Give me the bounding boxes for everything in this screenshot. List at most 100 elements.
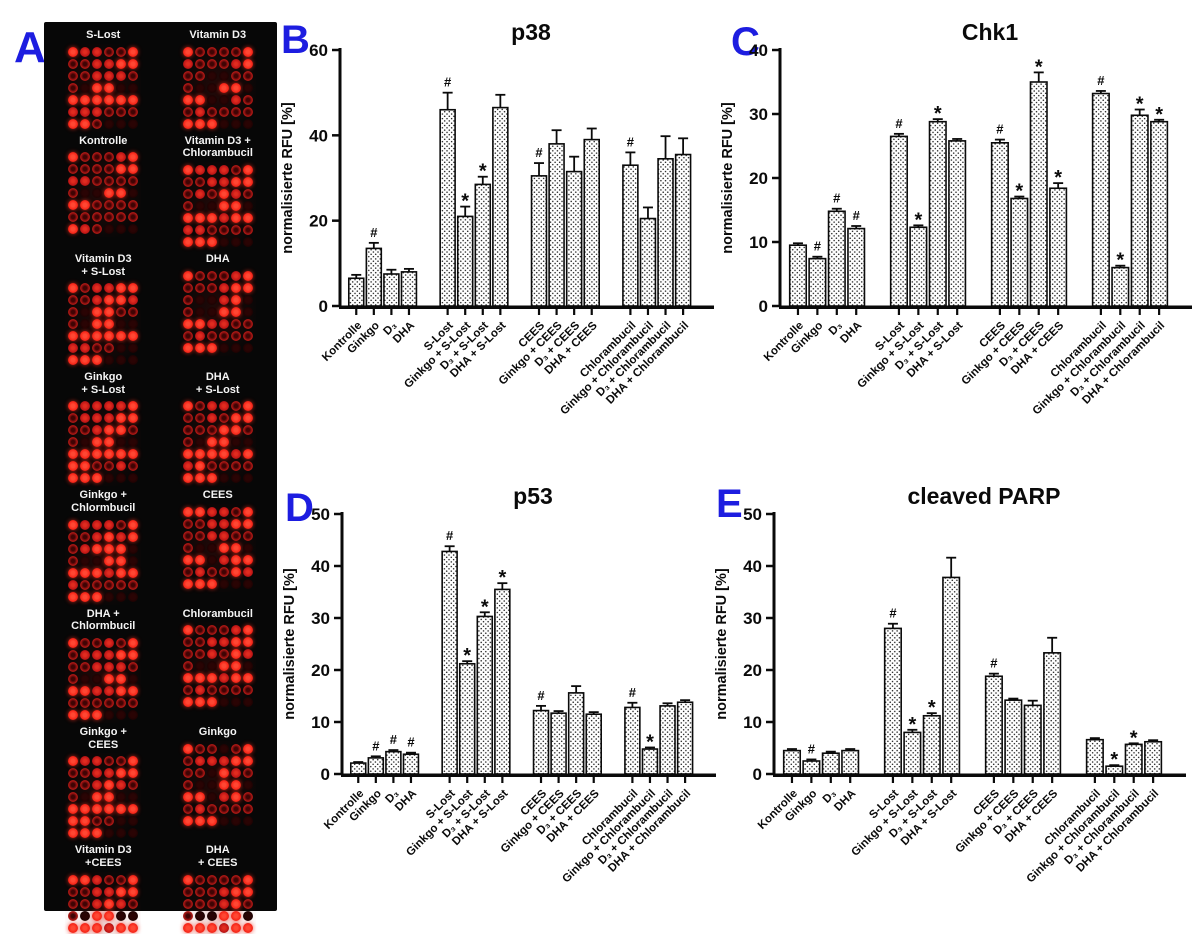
dot	[206, 697, 217, 708]
dot	[128, 650, 139, 661]
bar	[841, 749, 860, 775]
dot	[182, 567, 193, 578]
dot	[182, 413, 193, 424]
dot	[116, 922, 127, 933]
dot	[104, 307, 115, 318]
dot	[92, 188, 103, 199]
dot	[116, 224, 127, 235]
dot	[80, 200, 91, 211]
dot	[128, 780, 139, 791]
dot	[128, 804, 139, 815]
dot	[68, 331, 79, 342]
dot	[230, 425, 241, 436]
sig-marker-hash: #	[370, 225, 378, 240]
sig-marker-hash: #	[535, 145, 543, 160]
bar	[1150, 120, 1169, 307]
dot	[92, 224, 103, 235]
dot	[230, 437, 241, 448]
dot	[128, 910, 139, 921]
dot	[116, 212, 127, 223]
dot	[194, 176, 205, 187]
dot	[182, 910, 193, 921]
dot	[242, 449, 253, 460]
dot	[104, 638, 115, 649]
dot	[104, 46, 115, 57]
dot	[128, 401, 139, 412]
blot-label: Vitamin D3	[189, 29, 247, 41]
dot	[128, 579, 139, 590]
dot	[128, 886, 139, 897]
dot	[80, 188, 91, 199]
chart-title: p53	[513, 483, 553, 509]
bar	[1049, 187, 1068, 307]
bar	[674, 153, 692, 307]
dot	[116, 686, 127, 697]
dot	[68, 343, 79, 354]
y-tick-label: 20	[311, 661, 330, 680]
dot	[116, 82, 127, 93]
dot	[104, 176, 115, 187]
dot	[206, 82, 217, 93]
dot	[206, 567, 217, 578]
dot	[128, 152, 139, 163]
dot	[242, 342, 253, 353]
dot	[194, 898, 205, 909]
dot	[116, 579, 127, 590]
dot	[182, 791, 193, 802]
dot	[218, 461, 229, 472]
dot	[182, 164, 193, 175]
dot	[218, 661, 229, 672]
dot	[230, 449, 241, 460]
dot	[218, 473, 229, 484]
dot	[230, 176, 241, 187]
y-tick-label: 40	[311, 557, 330, 576]
dot	[92, 922, 103, 933]
dot	[206, 294, 217, 305]
dot	[128, 82, 139, 93]
dot	[80, 224, 91, 235]
dot	[218, 270, 229, 281]
bar	[400, 271, 418, 307]
dot	[128, 543, 139, 554]
sig-marker-hash: #	[390, 732, 398, 747]
dot	[194, 685, 205, 696]
dot	[206, 673, 217, 684]
dot	[80, 816, 91, 827]
y-tick-label: 50	[311, 505, 330, 524]
dot	[80, 106, 91, 117]
dot	[230, 330, 241, 341]
dot	[92, 176, 103, 187]
bar	[788, 244, 808, 307]
blot-dot-grid	[179, 43, 256, 132]
dot	[230, 661, 241, 672]
dot	[218, 282, 229, 293]
dot	[68, 910, 79, 921]
dot	[92, 200, 103, 211]
dot	[218, 507, 229, 518]
dot	[218, 767, 229, 778]
dot	[116, 46, 127, 57]
y-tick-label: 20	[749, 169, 768, 188]
dot	[92, 768, 103, 779]
dot	[80, 46, 91, 57]
dot	[92, 555, 103, 566]
dot	[194, 507, 205, 518]
dot	[242, 874, 253, 885]
dot	[104, 567, 115, 578]
dot	[92, 662, 103, 673]
chart-canvas-chk1: Chk1 normalisierte RFU [%] 0 10 20 30 40 Kontro…	[718, 14, 1194, 443]
blot-label: CEES	[202, 489, 233, 502]
y-tick-label: 20	[309, 212, 328, 231]
dot	[242, 579, 253, 590]
dot	[104, 283, 115, 294]
dot	[68, 591, 79, 602]
dot	[194, 637, 205, 648]
dot	[104, 437, 115, 448]
blot-dot-grid	[179, 398, 256, 487]
dot	[194, 697, 205, 708]
dot	[206, 437, 217, 448]
blot-dot-grid	[65, 635, 142, 724]
bar	[1130, 114, 1149, 307]
dot	[104, 94, 115, 105]
dot	[116, 591, 127, 602]
